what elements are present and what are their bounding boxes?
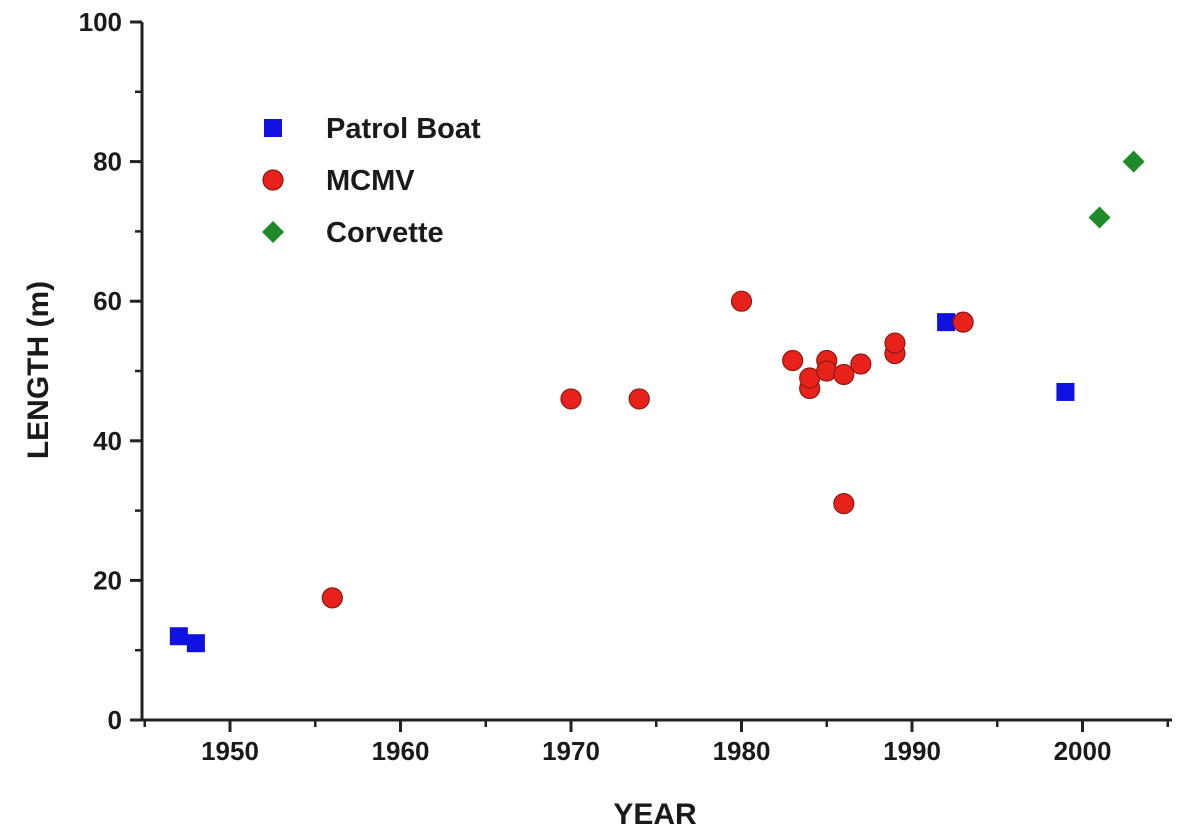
y-tick-label: 40	[93, 426, 122, 456]
legend-label-mcmv: MCMV	[326, 165, 415, 197]
mcmv-point	[628, 388, 650, 410]
legend-label-corvette: Corvette	[326, 217, 444, 249]
patrol-boat-point	[169, 627, 188, 646]
y-tick-label: 100	[79, 7, 122, 37]
y-tick-label: 80	[93, 147, 122, 177]
legend-label-patrol-boat: Patrol Boat	[326, 113, 481, 145]
mcmv-point	[782, 349, 804, 372]
x-axis-title: YEAR	[613, 798, 697, 831]
legend-marker-corvette	[262, 221, 284, 243]
mcmv-point	[850, 353, 872, 375]
x-tick-label: 1970	[542, 736, 600, 766]
patrol-boat-point	[1056, 382, 1075, 401]
y-tick-label: 20	[93, 565, 122, 595]
mcmv-point	[833, 493, 855, 515]
mcmv-point	[730, 290, 753, 312]
data-points	[169, 150, 1145, 653]
mcmv-point	[560, 388, 582, 410]
legend: Patrol Boat MCMV Corvette	[262, 113, 481, 249]
x-tick-label: 1990	[883, 736, 941, 766]
ticks: 0 20 40 60 80 100 1950 1960 1970 1980 1990 2000	[79, 7, 1169, 766]
mcmv-point	[321, 587, 343, 609]
mcmv-point	[884, 332, 906, 354]
axes	[140, 22, 1172, 722]
corvette-point	[1088, 206, 1111, 229]
x-tick-label: 1980	[713, 736, 771, 766]
x-tick-label: 1950	[201, 736, 259, 766]
y-axis-title: LENGTH (m)	[22, 281, 55, 459]
patrol-boat-point	[186, 634, 205, 653]
mcmv-point	[833, 363, 855, 386]
legend-marker-mcmv	[262, 169, 284, 191]
x-tick-label: 1960	[372, 736, 430, 766]
patrol-boat-point	[937, 313, 956, 332]
mcmv-point	[952, 311, 974, 333]
x-tick-label: 2000	[1054, 736, 1112, 766]
y-tick-label: 60	[93, 286, 122, 316]
y-tick-label: 0	[108, 705, 122, 735]
corvette-point	[1122, 150, 1145, 173]
legend-marker-patrol-boat	[264, 119, 282, 137]
mcmv-point	[816, 360, 838, 382]
